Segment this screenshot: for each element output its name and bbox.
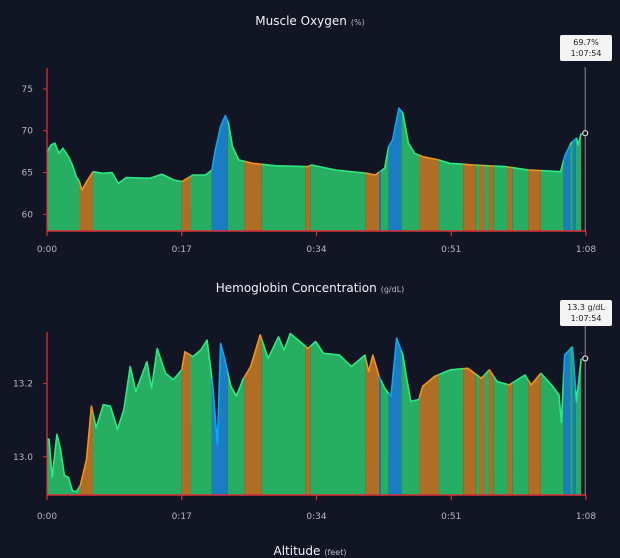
area-segment-orange — [463, 368, 476, 495]
area-segment-orange — [528, 170, 541, 231]
area-segment-orange — [182, 176, 191, 231]
area-segment-orange — [182, 352, 191, 495]
area-segment-green — [476, 165, 479, 231]
y-tick-label: 60 — [22, 210, 34, 220]
area-segment-orange — [508, 167, 513, 231]
area-segment-green — [485, 371, 489, 495]
area-segment-blue — [379, 376, 381, 495]
tooltip-time: 1:07:54 — [560, 48, 612, 59]
area-segment-orange — [508, 383, 513, 495]
area-segment-green — [570, 142, 572, 231]
area-segment-green — [190, 170, 211, 231]
area-segment-green — [570, 347, 572, 495]
x-tick-label: 0:51 — [441, 512, 461, 522]
x-tick-label: 0:17 — [172, 245, 192, 255]
area-segment-orange — [366, 172, 380, 231]
line-segment-blue — [379, 171, 381, 172]
x-tick-label: 0:34 — [306, 245, 326, 255]
y-tick-label: 70 — [22, 127, 34, 137]
area-segment-green — [310, 342, 365, 496]
x-tick-label: 0:00 — [37, 245, 57, 255]
area-segment-green — [541, 372, 564, 495]
area-segment-green — [576, 133, 582, 231]
x-tick-label: 0:51 — [441, 245, 461, 255]
area-segment-blue — [379, 171, 381, 231]
tooltip-muscle-oxygen: 69.7% 1:07:54 — [560, 35, 612, 61]
line-segment-orange — [305, 166, 310, 167]
area-segment-green — [512, 168, 528, 231]
area-segment-green — [262, 164, 306, 231]
cursor-point — [583, 356, 588, 361]
x-tick-label: 1:08 — [576, 245, 596, 255]
area-segment-green — [47, 143, 80, 231]
tooltip-value: 69.7% — [560, 37, 612, 48]
area-segment-green — [93, 349, 182, 496]
line-segment-orange — [508, 167, 513, 168]
area-segment-blue — [573, 139, 576, 231]
line-segment-orange — [463, 164, 476, 165]
y-tick-label: 13.2 — [13, 379, 33, 389]
area-segment-orange — [489, 370, 494, 495]
tooltip-hemoglobin: 13.3 g/dL 1:07:54 — [560, 300, 612, 326]
area-segment-orange — [463, 164, 476, 231]
x-tick-label: 0:34 — [306, 512, 326, 522]
line-segment-green — [493, 166, 507, 167]
x-tick-label: 0:17 — [172, 512, 192, 522]
x-tick-label: 1:08 — [576, 512, 596, 522]
area-segment-green — [93, 172, 182, 231]
x-tick-label: 0:00 — [37, 512, 57, 522]
area-segment-orange — [244, 161, 261, 231]
area-segment-orange — [305, 166, 310, 231]
area-segment-green — [485, 166, 489, 232]
area-segment-orange — [479, 375, 485, 495]
tooltip-time: 1:07:54 — [560, 313, 612, 324]
area-segment-orange — [305, 346, 310, 495]
y-tick-label: 75 — [22, 85, 33, 95]
area-segment-green — [512, 375, 528, 495]
area-segment-green — [401, 351, 419, 495]
area-segment-green — [439, 160, 464, 231]
area-segment-green — [228, 372, 245, 495]
area-segment-green — [190, 340, 211, 495]
y-tick-label: 13.0 — [13, 453, 33, 463]
tooltip-value: 13.3 g/dL — [560, 302, 612, 313]
area-segment-orange — [489, 166, 494, 231]
area-segment-green — [381, 380, 389, 495]
cursor-point — [583, 131, 588, 136]
area-segment-orange — [528, 373, 541, 495]
area-segment-green — [401, 111, 419, 231]
area-segment-orange — [366, 355, 380, 495]
area-segment-green — [310, 165, 365, 231]
area-segment-orange — [79, 172, 93, 231]
area-segment-green — [493, 376, 507, 495]
area-segment-orange — [420, 155, 439, 231]
area-segment-green — [476, 374, 479, 495]
area-segment-green — [493, 166, 507, 231]
area-segment-orange — [420, 375, 439, 495]
area-segment-green — [439, 369, 464, 495]
area-segment-blue — [564, 349, 570, 495]
y-tick-label: 65 — [22, 168, 33, 178]
area-segment-orange — [479, 165, 485, 231]
line-segment-orange — [528, 170, 541, 171]
line-segment-green — [541, 160, 564, 172]
area-segment-green — [381, 147, 389, 231]
